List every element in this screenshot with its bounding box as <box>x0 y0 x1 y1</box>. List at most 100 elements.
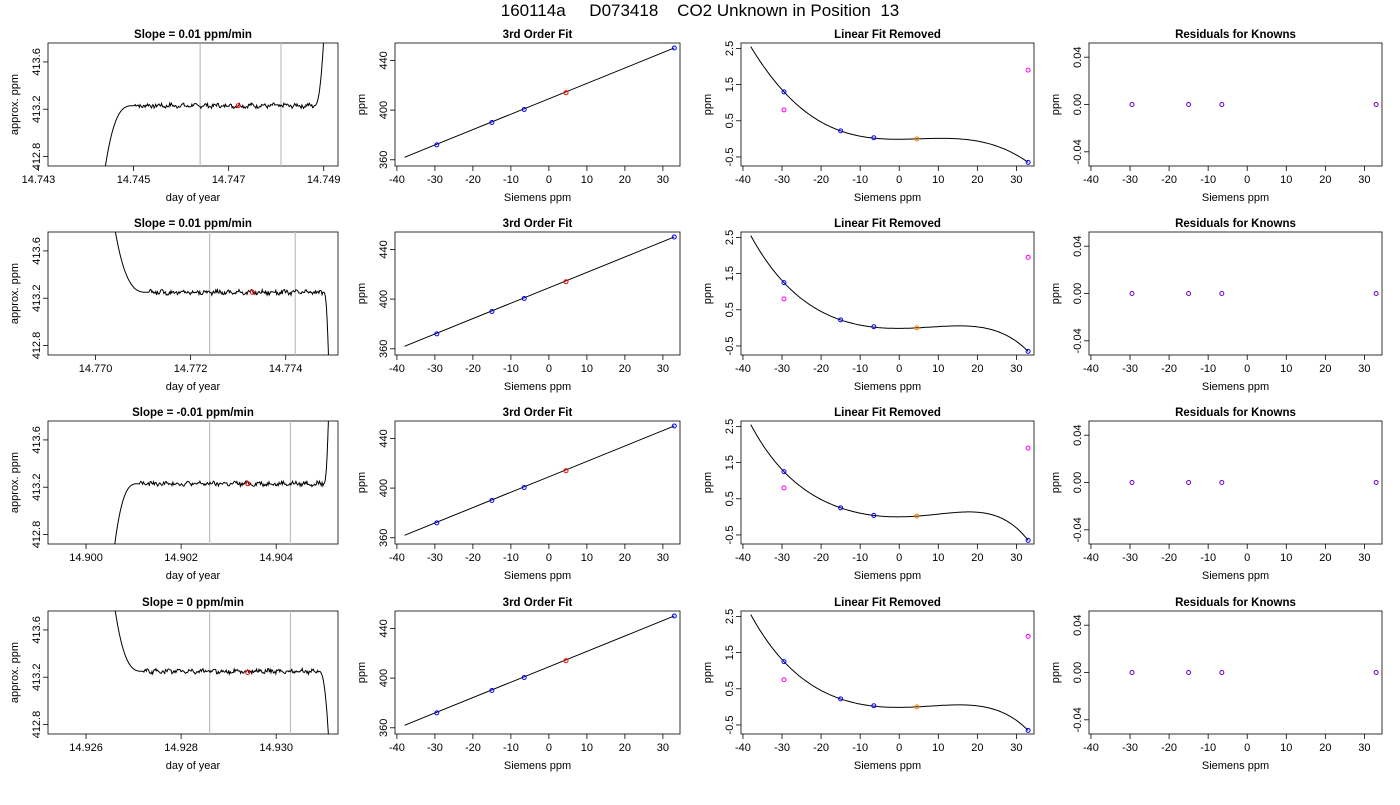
y-tick-label: 412.8 <box>31 711 43 739</box>
panel-title: Residuals for Knowns <box>1175 597 1296 609</box>
y-tick-label: 413.6 <box>31 237 43 265</box>
panel-title: Slope = 0.01 ppm/min <box>134 29 252 41</box>
y-axis-label: ppm <box>702 94 714 115</box>
x-tick-label: 30 <box>1358 174 1370 186</box>
data-point <box>838 317 844 323</box>
x-tick-label: -30 <box>1122 552 1138 564</box>
x-tick-label: 10 <box>581 552 593 564</box>
y-tick-label: 440 <box>378 51 390 69</box>
plot-frame <box>394 231 681 356</box>
x-tick-label: -40 <box>1083 174 1099 186</box>
x-axis-label: Siemens ppm <box>504 760 571 772</box>
x-axis-label: Siemens ppm <box>854 192 921 204</box>
x-tick-label: 20 <box>619 552 631 564</box>
data-point <box>1129 480 1135 485</box>
x-tick-label: 30 <box>1010 552 1022 564</box>
x-tick-label: -30 <box>1122 742 1138 754</box>
data-point <box>434 142 440 148</box>
data-point <box>1219 102 1225 107</box>
x-tick-label: 0 <box>896 363 902 375</box>
plot-area <box>404 613 677 726</box>
y-axis-label: ppm <box>356 472 368 493</box>
x-axis-label: day of year <box>166 570 221 582</box>
x-tick-label: -10 <box>1200 742 1216 754</box>
x-tick-label: -40 <box>1083 742 1099 754</box>
plot-frame <box>740 610 1035 735</box>
x-axis-label: Siemens ppm <box>1202 381 1269 393</box>
x-tick-label: -20 <box>465 174 481 186</box>
x-tick-label: -40 <box>389 363 405 375</box>
x-tick-label: -10 <box>503 363 519 375</box>
y-tick-label: 440 <box>378 240 390 258</box>
x-tick-label: 20 <box>619 742 631 754</box>
y-tick-label: 0.04 <box>1072 235 1084 256</box>
y-tick-label: 0.00 <box>1072 283 1084 304</box>
x-tick-label: -30 <box>427 363 443 375</box>
y-tick-label: 0.04 <box>1072 424 1084 445</box>
y-tick-label: 440 <box>378 429 390 447</box>
data-point <box>671 45 677 51</box>
x-tick-label: -40 <box>389 174 405 186</box>
x-tick-label: -30 <box>774 363 790 375</box>
x-axis-label: Siemens ppm <box>1202 192 1269 204</box>
y-tick-label: 1.5 <box>724 645 736 660</box>
panel-title: 3rd Order Fit <box>503 597 573 609</box>
y-tick-label: -0.04 <box>1072 139 1084 164</box>
x-tick-label: 10 <box>581 363 593 375</box>
data-point <box>1219 670 1225 675</box>
y-tick-label: -0.04 <box>1072 328 1084 353</box>
data-point <box>1373 291 1379 296</box>
x-axis-label: Siemens ppm <box>504 192 571 204</box>
data-point <box>871 324 877 330</box>
x-tick-label: -20 <box>1161 552 1177 564</box>
panel-r1-c2: 3rd Order Fit -40 -30 -20 -10 0 10 20 30 360 400 44… <box>356 29 681 204</box>
y-tick-label: 413.6 <box>31 48 43 76</box>
y-axis-label: approx. ppm <box>9 263 21 324</box>
y-axis-label: ppm <box>702 472 714 493</box>
y-tick-label: 2.5 <box>724 419 736 434</box>
panel-r1-c1: Slope = 0.01 ppm/min 14.743 14.745 14.747 14… <box>9 29 341 204</box>
data-point <box>521 106 527 112</box>
x-tick-label: -10 <box>1200 174 1216 186</box>
x-tick-label: -40 <box>1083 363 1099 375</box>
x-tick-label: -30 <box>774 552 790 564</box>
panel-r2-c3: Linear Fit Removed -40 -30 -20 -10 0 10 20 30 -0.… <box>702 218 1035 393</box>
data-point <box>871 512 877 518</box>
x-tick-label: 10 <box>581 174 593 186</box>
panel-r1-c3: Linear Fit Removed -40 -30 -20 -10 0 10 20 30 -0.… <box>702 29 1035 204</box>
x-tick-label: -10 <box>852 363 868 375</box>
y-tick-label: 400 <box>378 479 390 497</box>
data-point <box>521 295 527 301</box>
data-point <box>489 120 495 126</box>
x-tick-label: 20 <box>619 363 631 375</box>
data-point <box>521 674 527 680</box>
panel-r3-c3: Linear Fit Removed -40 -30 -20 -10 0 10 20 30 -0.… <box>702 407 1035 582</box>
x-tick-label: -30 <box>774 174 790 186</box>
data-point <box>914 136 920 142</box>
panel-r4-c3: Linear Fit Removed -40 -30 -20 -10 0 10 20 30 -0.… <box>702 597 1035 772</box>
data-point <box>671 423 677 429</box>
data-point <box>1025 254 1031 260</box>
x-tick-label: 20 <box>971 742 983 754</box>
panel-title: 3rd Order Fit <box>503 29 573 41</box>
y-tick-label: 440 <box>378 619 390 637</box>
plot-frame <box>47 42 339 167</box>
x-tick-label: 30 <box>1010 742 1022 754</box>
fit-curve <box>750 424 1029 541</box>
panel-r2-c1: Slope = 0.01 ppm/min 14.770 14.772 14.774 41… <box>9 218 339 393</box>
y-tick-label: 413.2 <box>31 473 43 501</box>
x-tick-label: 0 <box>546 174 552 186</box>
x-tick-label: 10 <box>1280 742 1292 754</box>
panel-title: Linear Fit Removed <box>834 29 941 41</box>
y-tick-label: 400 <box>378 669 390 687</box>
plot-area <box>114 421 329 544</box>
data-point <box>781 659 787 665</box>
plot-area <box>404 423 677 536</box>
plot-frame <box>740 231 1035 356</box>
x-tick-label: -40 <box>389 742 405 754</box>
panel-r4-c2: 3rd Order Fit -40 -30 -20 -10 0 10 20 30 360 400 44… <box>356 597 681 772</box>
y-tick-label: 2.5 <box>724 230 736 245</box>
panel-title: Residuals for Knowns <box>1175 407 1296 419</box>
data-point <box>1025 159 1031 165</box>
x-axis-label: day of year <box>166 760 221 772</box>
